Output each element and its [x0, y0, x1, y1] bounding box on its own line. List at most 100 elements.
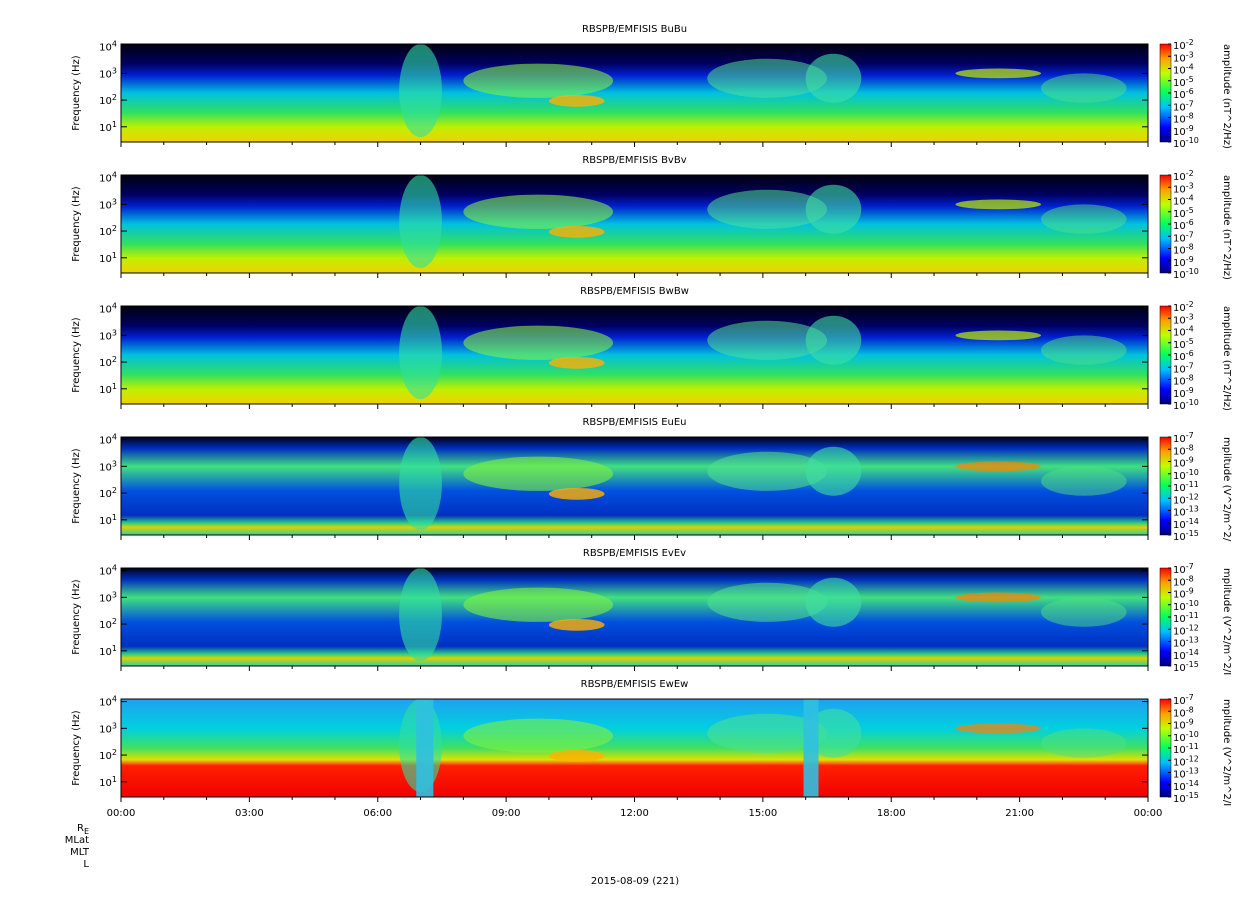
colorbar-tick-label: 10-3	[1173, 312, 1194, 327]
x-tick-label: 03:00	[235, 808, 264, 819]
colorbar-tick-label-exp: -8	[1186, 705, 1194, 714]
colorbar-tick-label: 10-7	[1173, 562, 1194, 577]
colorbar-tick-label-exp: -3	[1186, 312, 1194, 321]
colorbar-tick-label-exp: -7	[1186, 230, 1194, 239]
colorbar-tick-label-exp: -5	[1186, 336, 1194, 345]
colorbar-tick-label-exp: -4	[1186, 324, 1194, 333]
y-tick-label-exp: 4	[112, 694, 117, 703]
colorbar-tick-label: 10-10	[1173, 136, 1199, 151]
colorbar-tick-label-exp: -13	[1186, 635, 1199, 644]
orbit-label: MLat	[65, 835, 89, 846]
y-tick-label: 101	[99, 381, 117, 396]
colorbar-tick-label: 10-11	[1173, 611, 1199, 626]
emission-feature	[463, 63, 614, 98]
colorbar-tick-label: 10-14	[1173, 516, 1199, 531]
colorbar-tick-label-exp: -14	[1186, 778, 1199, 787]
colorbar-tick-label-base: 10	[1173, 483, 1186, 494]
colorbar-tick-label-exp: -8	[1186, 242, 1194, 251]
y-tick-label-base: 10	[99, 385, 112, 396]
colorbar-tick-label-exp: -8	[1186, 373, 1194, 382]
colorbar-tick-label-base: 10	[1173, 733, 1186, 744]
orbit-label: RE	[77, 823, 89, 836]
colorbar-tick-label-exp: -13	[1186, 504, 1199, 513]
colorbar-tick-label-base: 10	[1173, 389, 1186, 400]
colorbar-tick-label-base: 10	[1173, 446, 1186, 457]
colorbar-tick-label-exp: -8	[1186, 443, 1194, 452]
y-tick-label-base: 10	[99, 489, 112, 500]
colorbar-label: amplitude (nT^2/Hz)	[1221, 306, 1232, 411]
colorbar-tick-label: 10-8	[1173, 373, 1194, 388]
colorbar-tick-label: 10-11	[1173, 742, 1199, 757]
data-gap	[416, 699, 434, 797]
colorbar-tick-label-exp: -9	[1186, 586, 1194, 595]
colorbar-tick-label: 10-10	[1173, 267, 1199, 282]
colorbar-tick-label-exp: -10	[1186, 598, 1199, 607]
spectrogram	[121, 699, 1148, 797]
colorbar-tick-label-base: 10	[1173, 401, 1186, 412]
spectrogram-background	[121, 568, 1148, 666]
y-tick-label-base: 10	[99, 516, 112, 527]
colorbar-tick-label-exp: -7	[1186, 693, 1194, 702]
colorbar-tick-label: 10-8	[1173, 111, 1194, 126]
colorbar-tick-label-base: 10	[1173, 471, 1186, 482]
orbit-label: MLT	[70, 847, 90, 858]
colorbar-tick-label: 10-7	[1173, 361, 1194, 376]
y-tick-label-base: 10	[99, 227, 112, 238]
y-tick-label-exp: 2	[112, 93, 117, 102]
colorbar-tick-label-base: 10	[1173, 696, 1186, 707]
colorbar-tick-label: 10-5	[1173, 205, 1194, 220]
colorbar-tick-label-exp: -10	[1186, 267, 1199, 276]
y-tick-label: 104	[99, 301, 117, 316]
colorbar-tick-label-exp: -13	[1186, 766, 1199, 775]
colorbar-tick-label: 10-7	[1173, 431, 1194, 446]
orbit-label-text: R	[77, 823, 84, 834]
colorbar-tick-label: 10-7	[1173, 693, 1194, 708]
colorbar-tick-label-exp: -14	[1186, 516, 1199, 525]
colorbar-tick-label: 10-2	[1173, 38, 1194, 53]
y-tick-label: 104	[99, 563, 117, 578]
emission-feature	[955, 68, 1042, 79]
y-tick-label-exp: 3	[112, 721, 117, 730]
emission-feature	[548, 94, 605, 107]
colorbar-tick-label-base: 10	[1173, 364, 1186, 375]
y-tick-label: 101	[99, 643, 117, 658]
y-axis-label: Frequency (Hz)	[71, 186, 82, 262]
colorbar-tick-label-base: 10	[1173, 377, 1186, 388]
colorbar-tick-label-exp: -7	[1186, 431, 1194, 440]
colorbar-tick-label-base: 10	[1173, 115, 1186, 126]
colorbar-tick-label-base: 10	[1173, 197, 1186, 208]
y-tick-label-base: 10	[99, 43, 112, 54]
colorbar-tick-label-base: 10	[1173, 258, 1186, 269]
colorbar-tick-label-exp: -7	[1186, 562, 1194, 571]
emission-feature	[399, 306, 442, 400]
colorbar-tick-label-exp: -9	[1186, 123, 1194, 132]
colorbar-tick-label: 10-5	[1173, 74, 1194, 89]
y-tick-label: 104	[99, 170, 117, 185]
y-tick-label-base: 10	[99, 462, 112, 473]
colorbar-tick-label-exp: -4	[1186, 62, 1194, 71]
x-tick-label: 00:00	[107, 808, 136, 819]
colorbar-tick-label-exp: -10	[1186, 729, 1199, 738]
colorbar-tick-label: 10-8	[1173, 705, 1194, 720]
emission-feature	[1041, 335, 1127, 365]
y-tick-label-base: 10	[99, 436, 112, 447]
emission-feature	[707, 582, 828, 622]
colorbar-tick-label-base: 10	[1173, 221, 1186, 232]
colorbar-tick-label: 10-10	[1173, 729, 1199, 744]
colorbar-tick-label-base: 10	[1173, 53, 1186, 64]
emission-feature	[1041, 597, 1127, 627]
colorbar-tick-label-base: 10	[1173, 565, 1186, 576]
y-axis-label: Frequency (Hz)	[71, 579, 82, 655]
y-tick-label: 104	[99, 432, 117, 447]
y-tick-label-base: 10	[99, 123, 112, 134]
colorbar-tick-label: 10-3	[1173, 181, 1194, 196]
colorbar-tick-label: 10-12	[1173, 492, 1199, 507]
colorbar-tick-label: 10-8	[1173, 242, 1194, 257]
y-tick-label: 101	[99, 774, 117, 789]
colorbar-tick-label-base: 10	[1173, 614, 1186, 625]
emission-feature	[707, 189, 828, 229]
colorbar-tick-label-base: 10	[1173, 794, 1186, 805]
colorbar-tick-label-base: 10	[1173, 757, 1186, 768]
y-axis-label: Frequency (Hz)	[71, 55, 82, 131]
colorbar-tick-label-base: 10	[1173, 626, 1186, 637]
